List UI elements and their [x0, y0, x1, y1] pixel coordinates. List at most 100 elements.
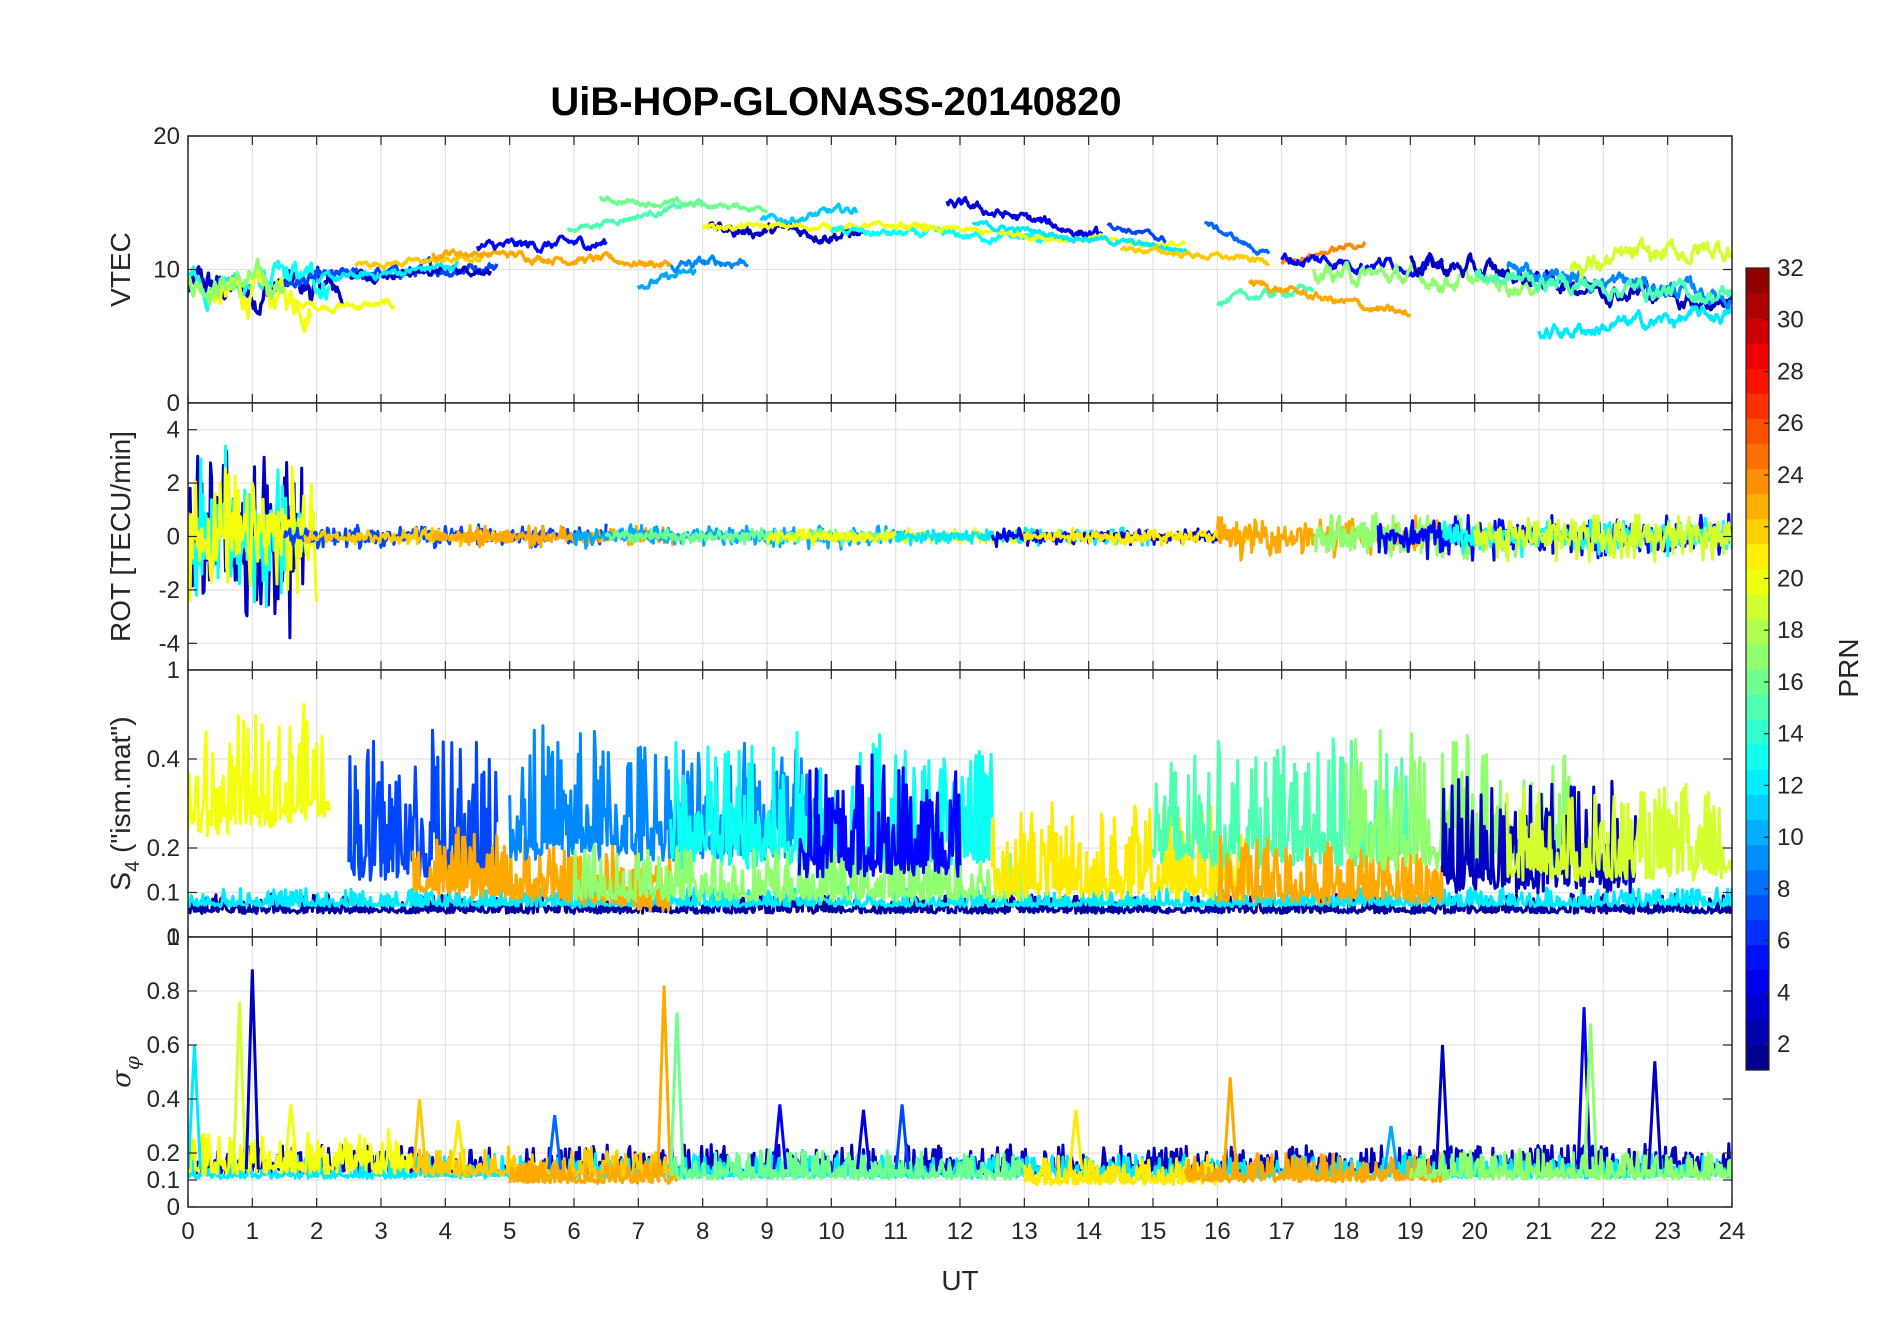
y-tick-label-overlap: 1: [167, 924, 180, 951]
y-tick-label: 0.1: [147, 880, 180, 907]
colorbar-tick-label: 12: [1777, 772, 1804, 799]
y-tick-label: 0.4: [147, 746, 180, 773]
series-line-prn-16: [598, 195, 769, 214]
y-tick-label: 0.4: [147, 1086, 180, 1113]
colorbar-band: [1746, 869, 1769, 896]
series-line-prn-7: [347, 728, 499, 882]
x-axis: UT 0 1 2 3 4 5 6 7 8 9 10 11 12 13 14 15 16 17 18 19 20 21 22 2…: [181, 1218, 1745, 1296]
y-tick-label: 0.1: [147, 1167, 180, 1194]
series-line-prn-20: [702, 219, 930, 234]
colorbar-tick-label: 26: [1777, 410, 1804, 437]
colorbar-band: [1746, 1019, 1769, 1046]
series-line-prn-21: [1022, 1154, 1219, 1187]
y-tick-label-overlap: 1: [167, 657, 180, 684]
colorbar-tick-label: 2: [1777, 1031, 1790, 1058]
x-tick-label: 18: [1333, 1218, 1360, 1245]
colorbar-band: [1746, 669, 1769, 695]
x-tick-label: 11: [883, 1218, 908, 1245]
series-line-prn-9: [669, 254, 750, 274]
x-tick-label: 20: [1461, 1218, 1488, 1245]
series-line-prn-23: [508, 1159, 679, 1185]
x-tick-label: 4: [439, 1218, 452, 1245]
series-line-prn-12: [1537, 305, 1732, 340]
y-axis-label-main: VTEC: [105, 232, 136, 307]
series-line-prn-15: [1216, 283, 1315, 307]
colorbar-tick-label: 22: [1777, 514, 1804, 541]
series-line-prn-23: [1183, 1150, 1444, 1184]
series-line-prn-2: [188, 892, 1732, 915]
x-tick-label: 17: [1268, 1218, 1295, 1245]
y-axis-label-rot: ROT [TECU/min]: [105, 431, 136, 642]
colorbar-band: [1746, 1044, 1769, 1071]
colorbar-band: [1746, 368, 1769, 394]
panel-vtec: 0 10 20 VTEC: [105, 123, 1733, 417]
y-axis-label-subscript: 4: [122, 861, 144, 872]
colorbar-tick-label: 8: [1777, 876, 1790, 903]
colorbar-tick-label: 6: [1777, 928, 1790, 955]
colorbar-band: [1746, 543, 1769, 570]
series-sigma: [188, 969, 1732, 1187]
colorbar-band: [1746, 268, 1769, 294]
series-line-prn-22: [1119, 245, 1271, 267]
spike-prn-10: [1383, 1125, 1399, 1170]
colorbar-label: PRN: [1833, 638, 1864, 697]
series-line-prn-20: [188, 1128, 415, 1176]
colorbar-band: [1746, 593, 1769, 620]
colorbar-band: [1746, 418, 1769, 445]
y-axis-label-vtec: VTEC: [105, 232, 136, 307]
series-line-prn-20: [289, 297, 396, 315]
series-line-prn-7: [283, 523, 608, 550]
spike-prn-23: [656, 985, 672, 1170]
series-line-prn-23: [1247, 279, 1412, 318]
y-tick-label: 0.8: [147, 978, 180, 1005]
x-tick-label: 7: [632, 1218, 645, 1245]
series-line-prn-8: [1203, 220, 1271, 256]
colorbar-tick-label: 32: [1777, 255, 1804, 282]
x-tick-label: 16: [1204, 1218, 1231, 1245]
colorbar-tick-label: 30: [1777, 307, 1804, 334]
y-axis-label-subscript: φ: [120, 1056, 144, 1070]
x-tick-label: 10: [818, 1218, 845, 1245]
spike-prn-17: [1582, 1023, 1598, 1170]
series-line-prn-19: [1473, 513, 1732, 563]
x-tick-label: 22: [1590, 1218, 1617, 1245]
panel-rot: -4 -2 0 2 4 ROT [TECU/min]: [105, 402, 1733, 671]
colorbar-band: [1746, 969, 1769, 996]
series-line-prn-23: [431, 524, 679, 549]
spike-prn-4: [856, 1109, 871, 1170]
colorbar-band: [1746, 293, 1769, 319]
x-tick-label: 13: [1011, 1218, 1038, 1245]
x-tick-label: 23: [1654, 1218, 1681, 1245]
colorbar-band: [1746, 794, 1769, 820]
x-axis-label: UT: [941, 1265, 978, 1296]
colorbar-band: [1746, 643, 1769, 670]
colorbar-band: [1746, 468, 1769, 495]
series-line-prn-21: [990, 801, 1251, 901]
spike-prn-7: [894, 1104, 910, 1170]
panel-s4: 0 0.1 0.2 0.4 1 S4 ("ism.mat"): [105, 657, 1733, 951]
colorbar-band: [1746, 719, 1769, 745]
series-line-prn-17: [1408, 1147, 1732, 1181]
colorbar-band: [1746, 393, 1769, 419]
colorbar-band: [1746, 894, 1769, 921]
series-line-prn-4: [945, 195, 1104, 239]
colorbar-tick-label: 24: [1777, 462, 1804, 489]
y-tick-label: 0: [167, 390, 180, 417]
series-line-prn-19: [1505, 782, 1732, 883]
spike-prn-16: [669, 1012, 685, 1170]
series-vtec: [188, 195, 1732, 340]
x-tick-label: 0: [181, 1218, 194, 1245]
spike-prn-23: [1222, 1077, 1238, 1170]
spike-prn-3: [244, 969, 260, 1170]
series-line-prn-5: [475, 234, 608, 254]
series-line-prn-19: [1569, 236, 1732, 279]
series-line-prn-20: [188, 702, 331, 838]
series-line-prn-7: [1106, 222, 1167, 244]
colorbar-band: [1746, 994, 1769, 1021]
colorbar-tick-label: 20: [1777, 565, 1804, 592]
y-tick-label: 0.2: [147, 835, 180, 862]
series-line-prn-21: [1022, 526, 1251, 547]
series-line-prn-11: [759, 202, 859, 225]
